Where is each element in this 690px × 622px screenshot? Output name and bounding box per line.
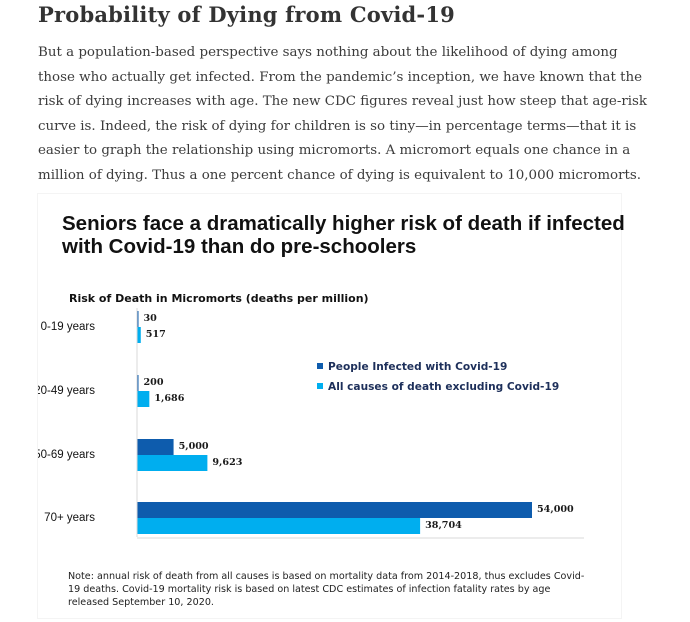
category-label-70-years: 70+ years	[44, 512, 95, 524]
bar-50-69-years-series-1	[137, 439, 174, 455]
chart-card: Seniors face a dramatically higher risk …	[38, 194, 625, 618]
value-label-20-49-years-series-2: 1,686	[154, 393, 184, 404]
bar-70-years-series-2	[137, 518, 421, 534]
article-paragraph: But a population-based perspective says …	[38, 45, 648, 183]
bar-0-19-years-series-2	[137, 327, 141, 343]
chart-subtitle: Risk of Death in Micromorts (deaths per …	[69, 292, 369, 305]
legend-label-2: All causes of death excluding Covid-19	[328, 381, 559, 393]
chart-title-line-2: with Covid-19 than do pre-schoolers	[62, 235, 417, 258]
value-label-70-years-series-1: 54,000	[537, 504, 574, 515]
chart-note: Note: annual risk of death from all caus…	[68, 571, 585, 608]
bar-20-49-years-series-1	[137, 375, 139, 391]
legend-swatch-1	[317, 363, 323, 369]
value-label-50-69-years-series-2: 9,623	[212, 457, 242, 468]
chart-title: Seniors face a dramatically higher risk …	[62, 212, 625, 258]
bar-chart: Risk of Death in Micromorts (deaths per …	[38, 292, 584, 539]
value-label-0-19-years-series-2: 517	[146, 329, 166, 340]
category-label-0-19-years: 0-19 years	[41, 321, 96, 333]
value-label-70-years-series-2: 38,704	[425, 520, 462, 531]
category-label-20-49-years: 20-49 years	[38, 385, 95, 397]
bar-50-69-years-series-2	[137, 455, 208, 471]
value-label-50-69-years-series-1: 5,000	[179, 441, 209, 452]
bar-20-49-years-series-2	[137, 391, 150, 407]
bar-0-19-years-series-1	[137, 311, 139, 327]
value-label-0-19-years-series-1: 30	[144, 313, 158, 324]
legend-swatch-2	[317, 383, 323, 389]
value-label-20-49-years-series-1: 200	[144, 377, 164, 388]
legend-label-1: People Infected with Covid-19	[328, 361, 507, 373]
chart-title-line-1: Seniors face a dramatically higher risk …	[62, 212, 625, 235]
article-heading: Probability of Dying from Covid-19	[38, 2, 455, 27]
category-label-50-69-years: 50-69 years	[38, 449, 95, 461]
bar-70-years-series-1	[137, 502, 532, 518]
